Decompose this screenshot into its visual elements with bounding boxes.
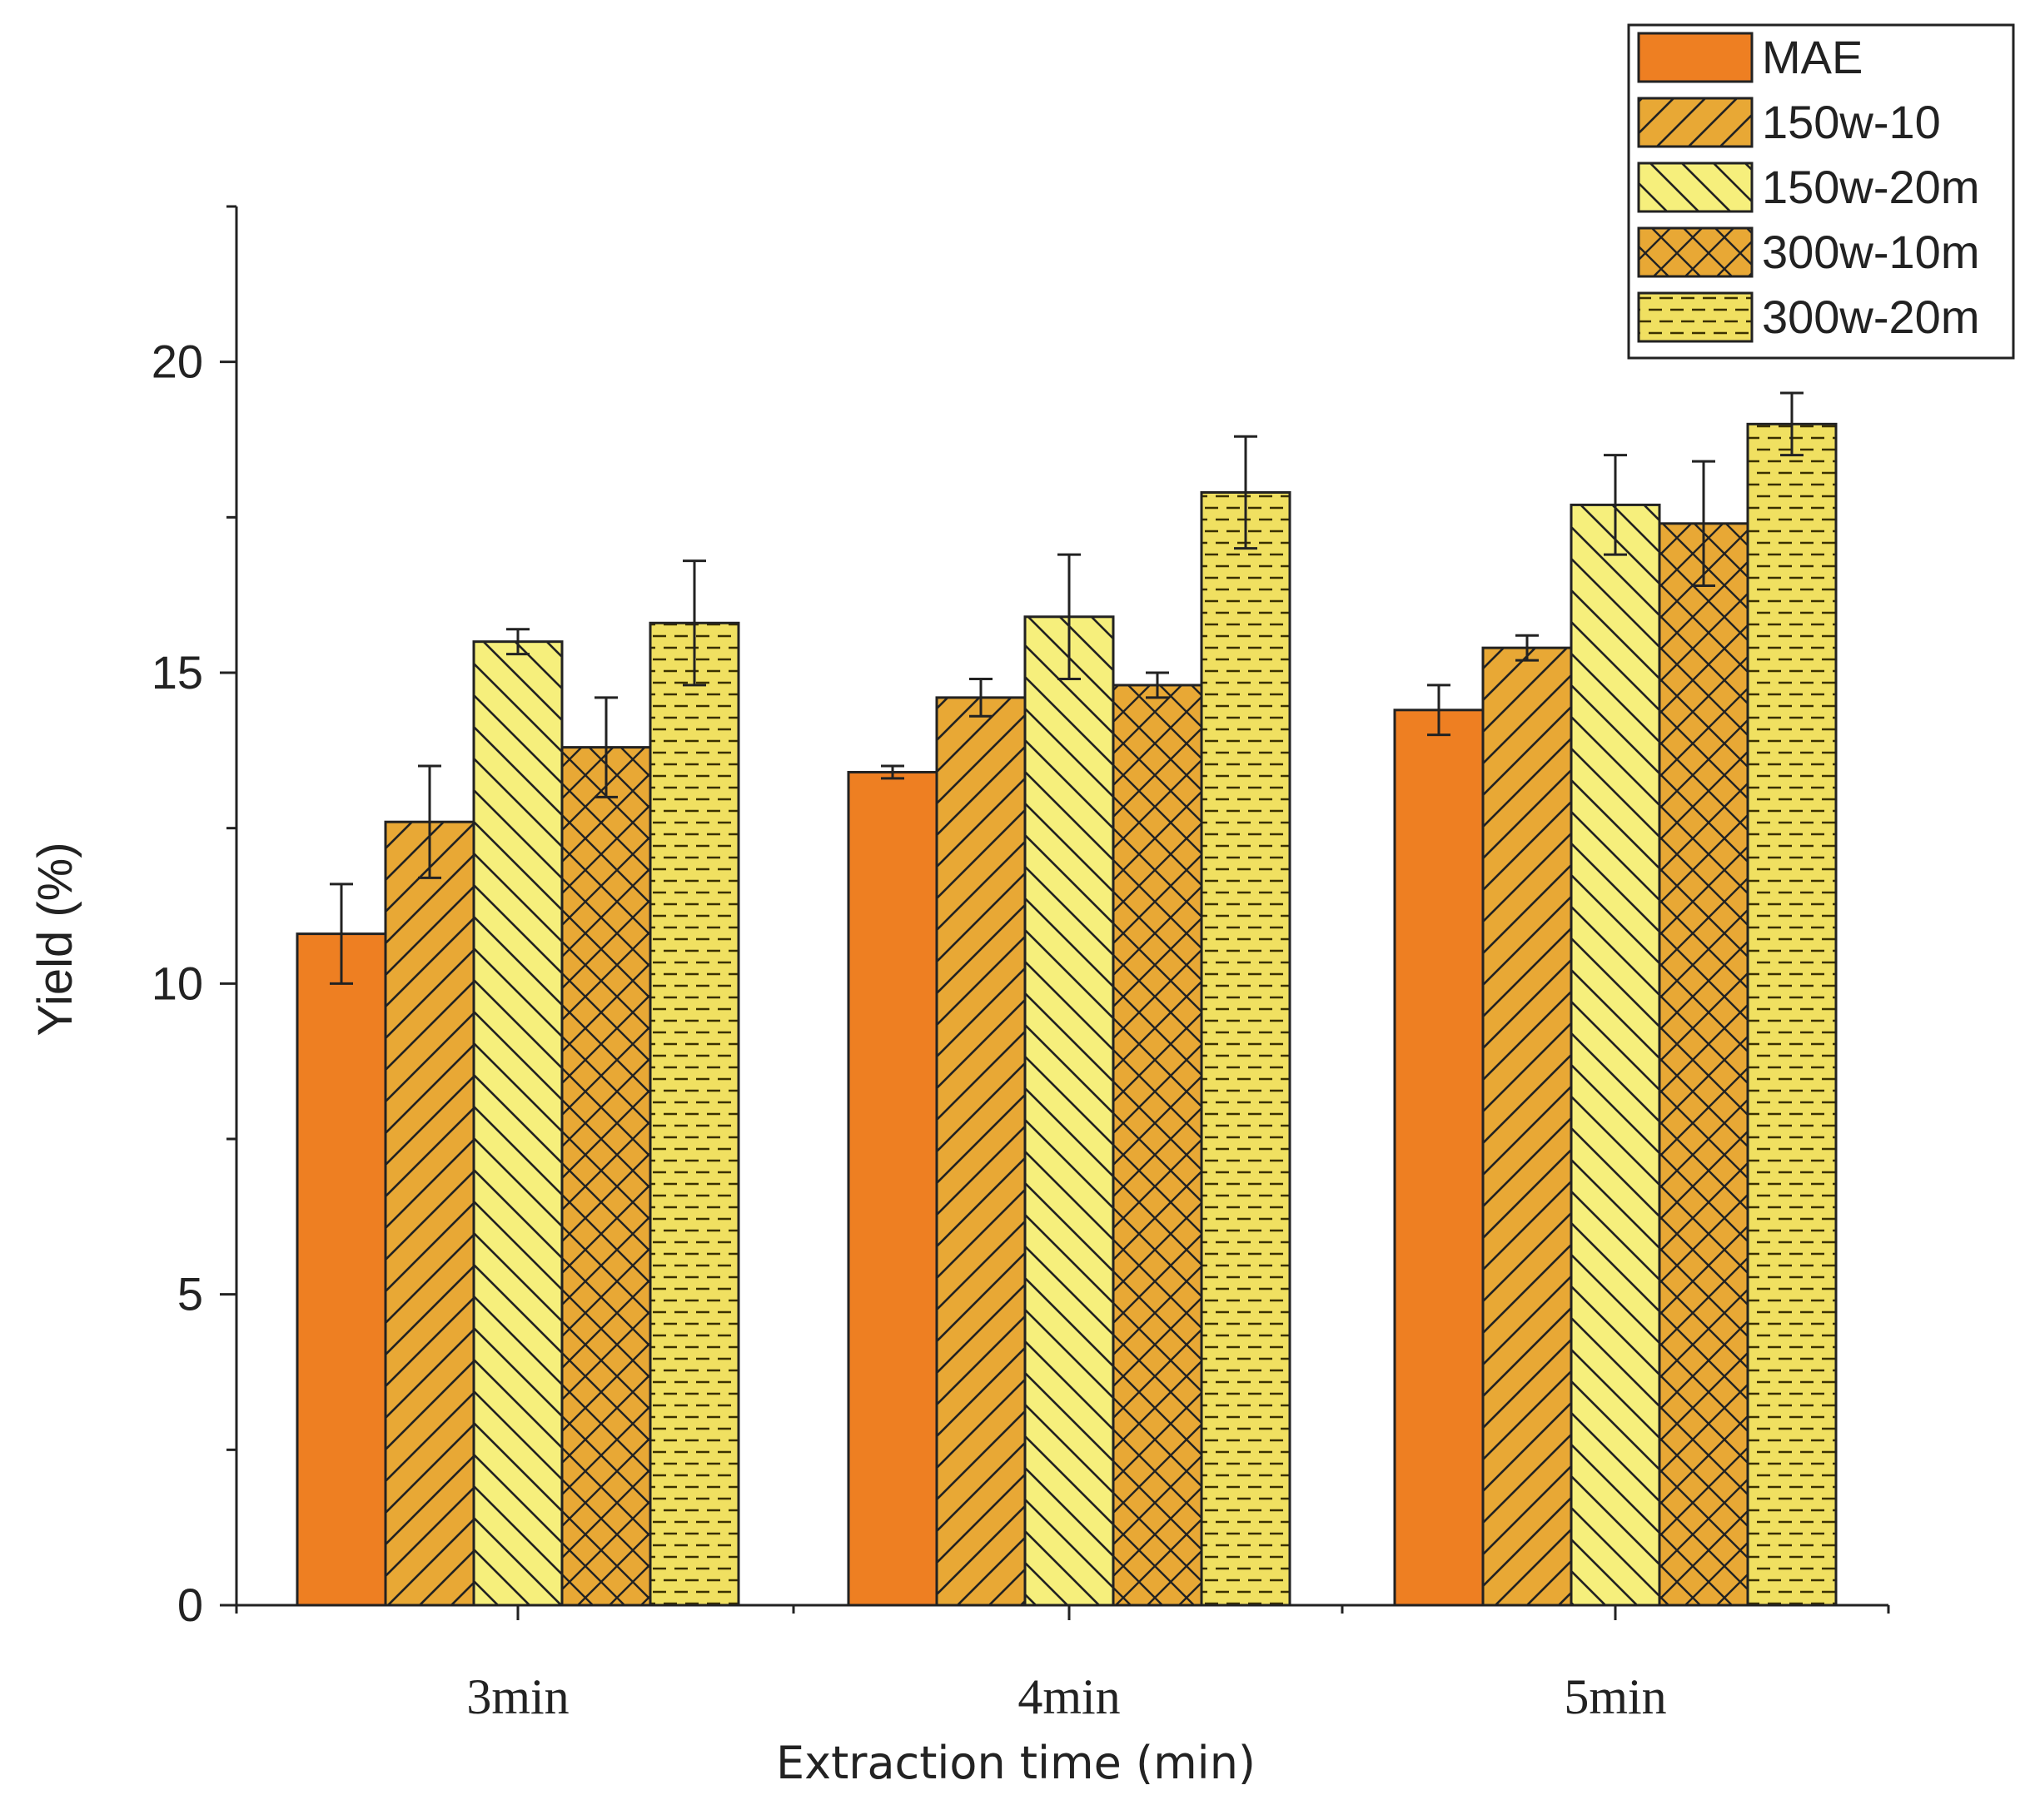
error-bar-150w-20m-5min xyxy=(1604,454,1627,556)
bar-300w-20m-5min xyxy=(1746,422,1838,1607)
legend-swatch-outline xyxy=(1637,162,1754,213)
bar-150w-10-4min xyxy=(935,696,1027,1607)
bar-300w-10m-5min xyxy=(1658,522,1749,1607)
legend-item-150w-20m: 150w-20m xyxy=(1637,161,1979,213)
legend-swatch-outline xyxy=(1637,32,1754,83)
bar-150w-20m-4min xyxy=(1023,615,1115,1607)
legend-item-150w-10: 150w-10 xyxy=(1637,96,1941,148)
error-bar-MAE-4min xyxy=(881,764,904,780)
bar-300w-10m-3min xyxy=(560,746,652,1607)
legend-swatch-pattern xyxy=(1639,98,1752,147)
legend-item-300w-10m: 300w-10m xyxy=(1637,226,1979,278)
y-axis-title: Yield (%) xyxy=(28,842,82,1036)
bar-pattern xyxy=(1025,616,1113,1605)
bar-pattern xyxy=(386,822,474,1605)
y-tick-label: 10 xyxy=(152,957,203,1009)
bar-fill xyxy=(848,772,937,1605)
bar-MAE-3min xyxy=(296,932,387,1607)
bar-pattern xyxy=(1202,492,1290,1605)
x-category-label: 3min xyxy=(466,1669,569,1724)
error-bar-150w-20m-3min xyxy=(506,628,530,656)
error-bar-150w-10-3min xyxy=(418,764,441,879)
bar-300w-20m-4min xyxy=(1200,490,1291,1607)
legend-swatch-pattern xyxy=(1639,293,1752,341)
error-bar-300w-20m-3min xyxy=(683,559,706,687)
axes: 0 5 10 15 20 3min 4min 5min xyxy=(152,205,1890,1724)
bar-fill xyxy=(297,933,386,1605)
y-tick-label: 5 xyxy=(177,1268,203,1320)
legend-label: 300w-10m xyxy=(1762,226,1979,278)
bar-150w-10-5min xyxy=(1481,646,1573,1607)
x-category-label: 4min xyxy=(1017,1669,1120,1724)
legend-swatch xyxy=(1639,33,1752,82)
error-bar-300w-20m-4min xyxy=(1234,435,1257,550)
error-bar-300w-20m-5min xyxy=(1780,391,1804,457)
error-bar-MAE-5min xyxy=(1427,684,1450,737)
legend-item-300w-20m: 300w-20m xyxy=(1637,291,1979,343)
legend-swatch-outline xyxy=(1637,291,1754,343)
error-bar-150w-10-4min xyxy=(969,677,993,718)
legend-swatch-pattern xyxy=(1639,228,1752,276)
legend-items: MAE 150w-10 150w-20m 300w-10m 300w-20m xyxy=(1637,31,1979,343)
y-tick-label: 0 xyxy=(177,1579,203,1631)
x-axis-title: Extraction time (min) xyxy=(776,1737,1256,1789)
bars-layer xyxy=(296,422,1838,1607)
bar-fill xyxy=(1395,709,1483,1605)
x-ticks: 3min 4min 5min xyxy=(235,1605,1890,1724)
bar-150w-20m-3min xyxy=(472,640,564,1607)
bar-pattern xyxy=(937,697,1025,1605)
error-bar-300w-10m-3min xyxy=(595,696,618,798)
legend-swatch-pattern xyxy=(1639,163,1752,211)
bar-MAE-4min xyxy=(847,770,938,1607)
legend-label: 300w-20m xyxy=(1762,291,1979,343)
error-bars-layer xyxy=(330,391,1804,985)
bar-pattern xyxy=(474,641,562,1605)
error-bar-150w-20m-4min xyxy=(1057,553,1081,680)
bar-pattern xyxy=(650,623,739,1606)
y-ticks: 0 5 10 15 20 xyxy=(152,205,236,1631)
legend-label: 150w-20m xyxy=(1762,161,1979,213)
error-bar-300w-10m-5min xyxy=(1692,460,1715,587)
legend: MAE 150w-10 150w-20m 300w-10m 300w-20m xyxy=(1627,23,2015,360)
bar-300w-20m-3min xyxy=(649,621,740,1607)
bar-MAE-5min xyxy=(1393,709,1485,1607)
bar-pattern xyxy=(562,747,650,1605)
legend-item-MAE: MAE xyxy=(1637,31,1863,83)
error-bar-150w-10-5min xyxy=(1515,634,1539,662)
y-tick-label: 15 xyxy=(152,646,203,699)
error-bar-MAE-3min xyxy=(330,883,353,985)
bar-300w-10m-4min xyxy=(1112,684,1203,1607)
legend-label: 150w-10 xyxy=(1762,96,1941,148)
error-bar-300w-10m-4min xyxy=(1146,671,1169,699)
legend-label: MAE xyxy=(1762,31,1863,83)
bar-pattern xyxy=(1113,684,1202,1605)
bar-150w-10-3min xyxy=(384,820,475,1607)
bar-pattern xyxy=(1571,505,1659,1605)
bar-150w-20m-5min xyxy=(1570,503,1661,1607)
y-tick-label: 20 xyxy=(152,336,203,388)
bar-pattern xyxy=(1659,523,1748,1605)
bar-pattern xyxy=(1483,648,1571,1606)
bar-pattern xyxy=(1748,424,1836,1605)
legend-swatch-outline xyxy=(1637,97,1754,148)
x-category-label: 5min xyxy=(1564,1669,1666,1724)
legend-swatch-outline xyxy=(1637,226,1754,278)
